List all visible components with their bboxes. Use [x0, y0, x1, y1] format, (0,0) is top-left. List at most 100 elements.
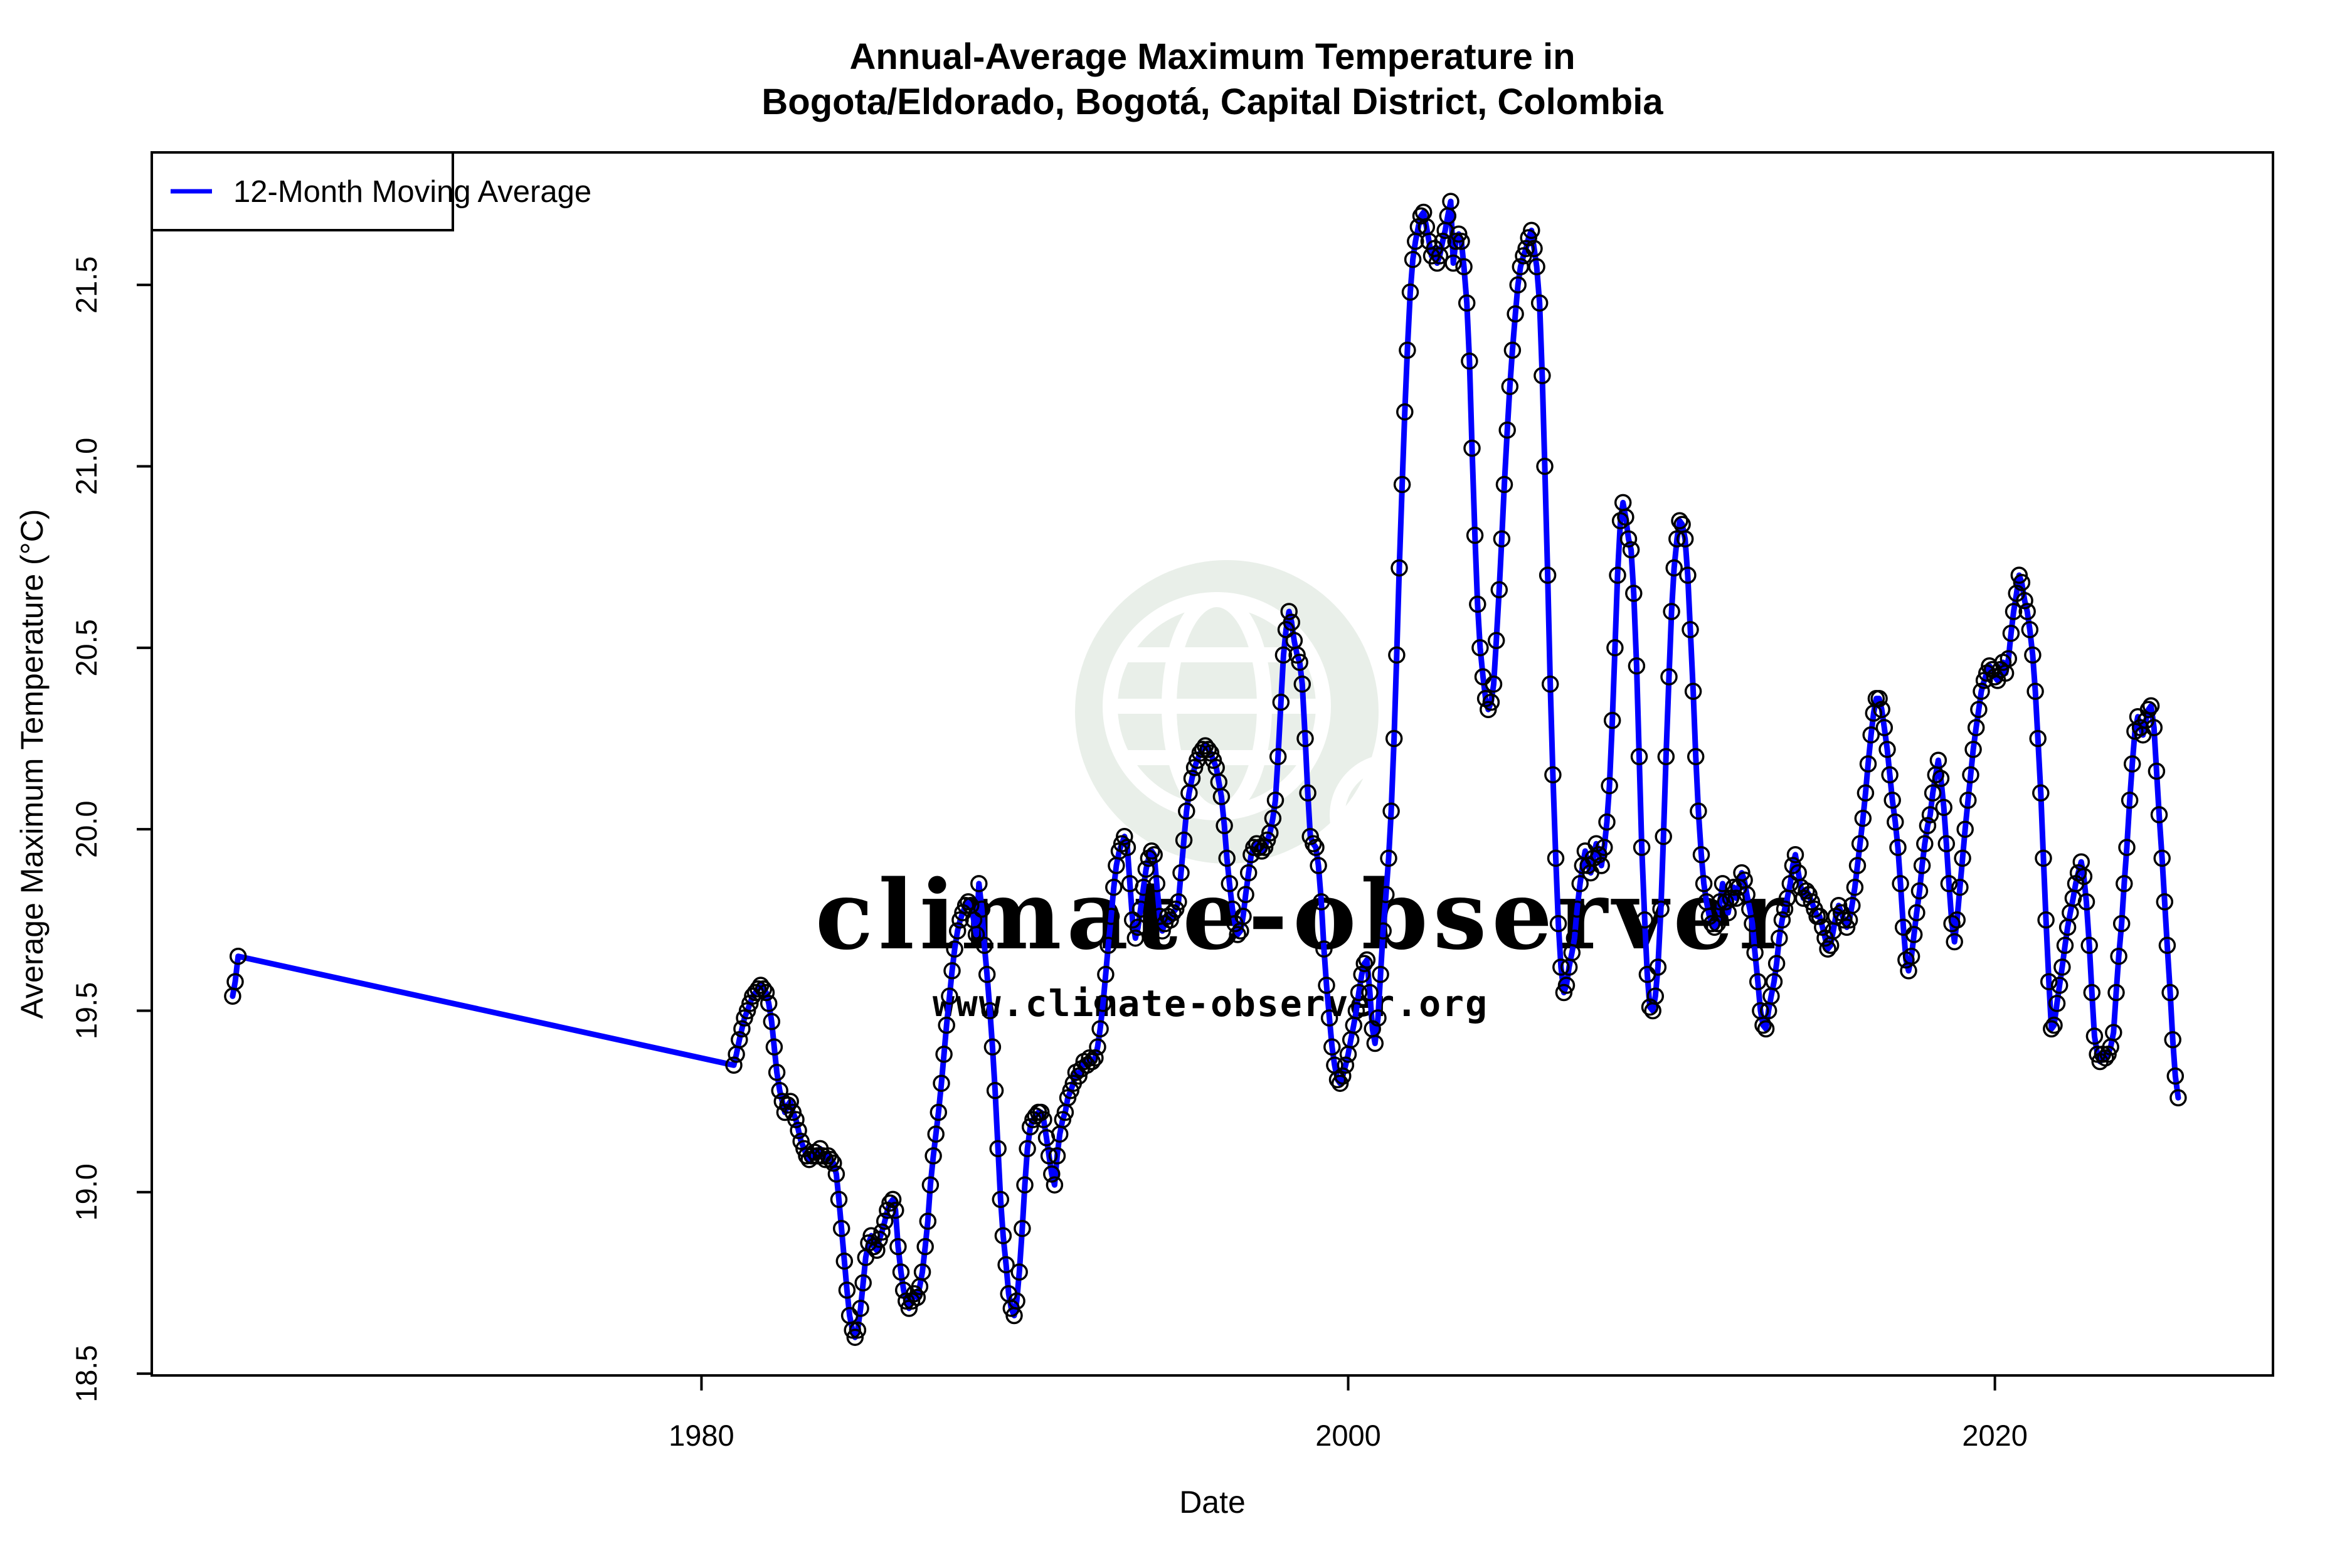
data-point-marker	[2139, 701, 2158, 718]
data-point-marker	[1536, 457, 1554, 475]
data-point-marker	[992, 1190, 1010, 1209]
data-point-marker	[1170, 893, 1187, 911]
data-point-marker	[1043, 1165, 1061, 1183]
data-point-marker	[1568, 900, 1586, 918]
data-point-marker	[873, 1223, 891, 1241]
data-point-marker	[2085, 1027, 2104, 1045]
y-tick-label: 19.0	[70, 1163, 103, 1221]
data-point-marker	[1148, 875, 1166, 893]
data-point-marker	[1908, 904, 1926, 921]
data-point-marker	[2010, 566, 2028, 584]
data-point-marker	[229, 947, 247, 965]
data-point-marker	[1016, 1176, 1034, 1194]
data-point-marker	[892, 1263, 910, 1281]
data-point-marker	[862, 1227, 880, 1244]
data-point-marker	[1377, 886, 1395, 904]
data-point-marker	[1293, 675, 1311, 693]
data-point-marker	[1083, 1052, 1101, 1071]
data-point-marker	[946, 940, 963, 958]
data-point-marker	[1881, 766, 1899, 784]
data-point-marker	[1021, 1118, 1039, 1136]
data-point-marker	[2018, 603, 2036, 620]
y-tick-label: 20.0	[70, 800, 103, 857]
data-point-marker	[1711, 893, 1729, 911]
data-point-marker	[1385, 729, 1403, 748]
data-point-marker	[1299, 784, 1316, 802]
data-point-marker	[1258, 831, 1276, 849]
data-point-marker	[951, 911, 969, 929]
data-point-marker	[849, 1321, 867, 1339]
data-point-marker	[1565, 929, 1584, 947]
data-point-marker	[1054, 1111, 1072, 1128]
data-point-marker	[948, 922, 967, 940]
plot-box	[151, 151, 2274, 1377]
data-point-marker	[1932, 770, 1950, 787]
data-point-marker	[1153, 922, 1171, 940]
data-point-marker	[822, 1150, 840, 1168]
data-point-marker	[1617, 508, 1634, 526]
data-point-marker	[1924, 784, 1942, 802]
data-point-marker	[1358, 951, 1376, 969]
data-point-marker	[1455, 258, 1473, 276]
data-point-marker	[733, 1020, 751, 1038]
data-point-marker	[763, 1013, 781, 1030]
data-point-marker	[921, 1176, 940, 1194]
data-point-marker	[1541, 675, 1559, 693]
data-point-marker	[1131, 900, 1150, 918]
watermark-url: www.climate-observer.org	[933, 982, 1488, 1025]
data-point-marker	[1245, 839, 1263, 856]
data-point-marker	[938, 1016, 955, 1034]
data-point-marker	[2110, 947, 2127, 965]
data-point-marker	[1848, 857, 1867, 874]
data-point-marker	[2043, 1020, 2060, 1038]
data-point-marker	[1274, 646, 1293, 664]
data-point-marker	[1315, 940, 1333, 958]
data-point-marker	[1503, 341, 1522, 359]
data-point-marker	[1622, 541, 1640, 559]
data-point-marker	[768, 1064, 786, 1081]
data-point-marker	[1767, 955, 1786, 972]
data-point-marker	[1714, 875, 1732, 893]
data-point-marker	[1830, 896, 1848, 914]
data-point-marker	[1048, 1147, 1066, 1165]
data-point-marker	[1655, 827, 1672, 845]
data-point-marker	[1185, 759, 1204, 776]
data-point-marker	[1032, 1103, 1050, 1121]
data-point-marker	[1765, 973, 1783, 990]
data-point-marker	[1727, 889, 1745, 907]
data-point-marker	[967, 926, 985, 943]
data-point-marker	[1040, 1147, 1058, 1165]
data-point-marker	[1776, 900, 1794, 918]
data-point-marker	[1636, 911, 1654, 929]
x-tick-label: 1980	[669, 1419, 734, 1452]
data-point-marker	[1010, 1263, 1028, 1281]
data-point-marker	[1786, 845, 1804, 864]
data-point-marker	[1482, 693, 1500, 711]
y-tick-label: 19.5	[70, 982, 103, 1039]
data-point-marker	[1126, 929, 1145, 947]
data-point-marker	[1318, 977, 1335, 994]
data-point-marker	[1870, 690, 1888, 707]
data-point-marker	[1347, 1002, 1365, 1020]
data-point-marker	[1495, 475, 1513, 494]
y-tick-label: 20.5	[70, 619, 103, 676]
data-point-marker	[2105, 1024, 2122, 1041]
data-point-marker	[1355, 955, 1374, 972]
data-point-marker	[900, 1300, 918, 1317]
data-point-marker	[798, 1147, 815, 1165]
data-point-marker	[983, 1038, 1002, 1056]
data-point-marker	[975, 936, 993, 955]
data-point-marker	[1399, 341, 1416, 359]
data-point-marker	[933, 1074, 950, 1092]
data-point-marker	[1811, 908, 1828, 925]
data-point-marker	[731, 1031, 748, 1049]
data-point-marker	[1388, 646, 1406, 664]
data-point-marker	[1264, 810, 1282, 827]
data-point-marker	[1167, 900, 1185, 918]
data-point-marker	[1733, 864, 1751, 882]
data-point-marker	[908, 1288, 926, 1306]
data-point-marker	[2077, 893, 2095, 911]
data-point-marker	[1771, 929, 1788, 947]
data-point-marker	[2056, 936, 2074, 955]
data-point-marker	[1444, 254, 1462, 272]
